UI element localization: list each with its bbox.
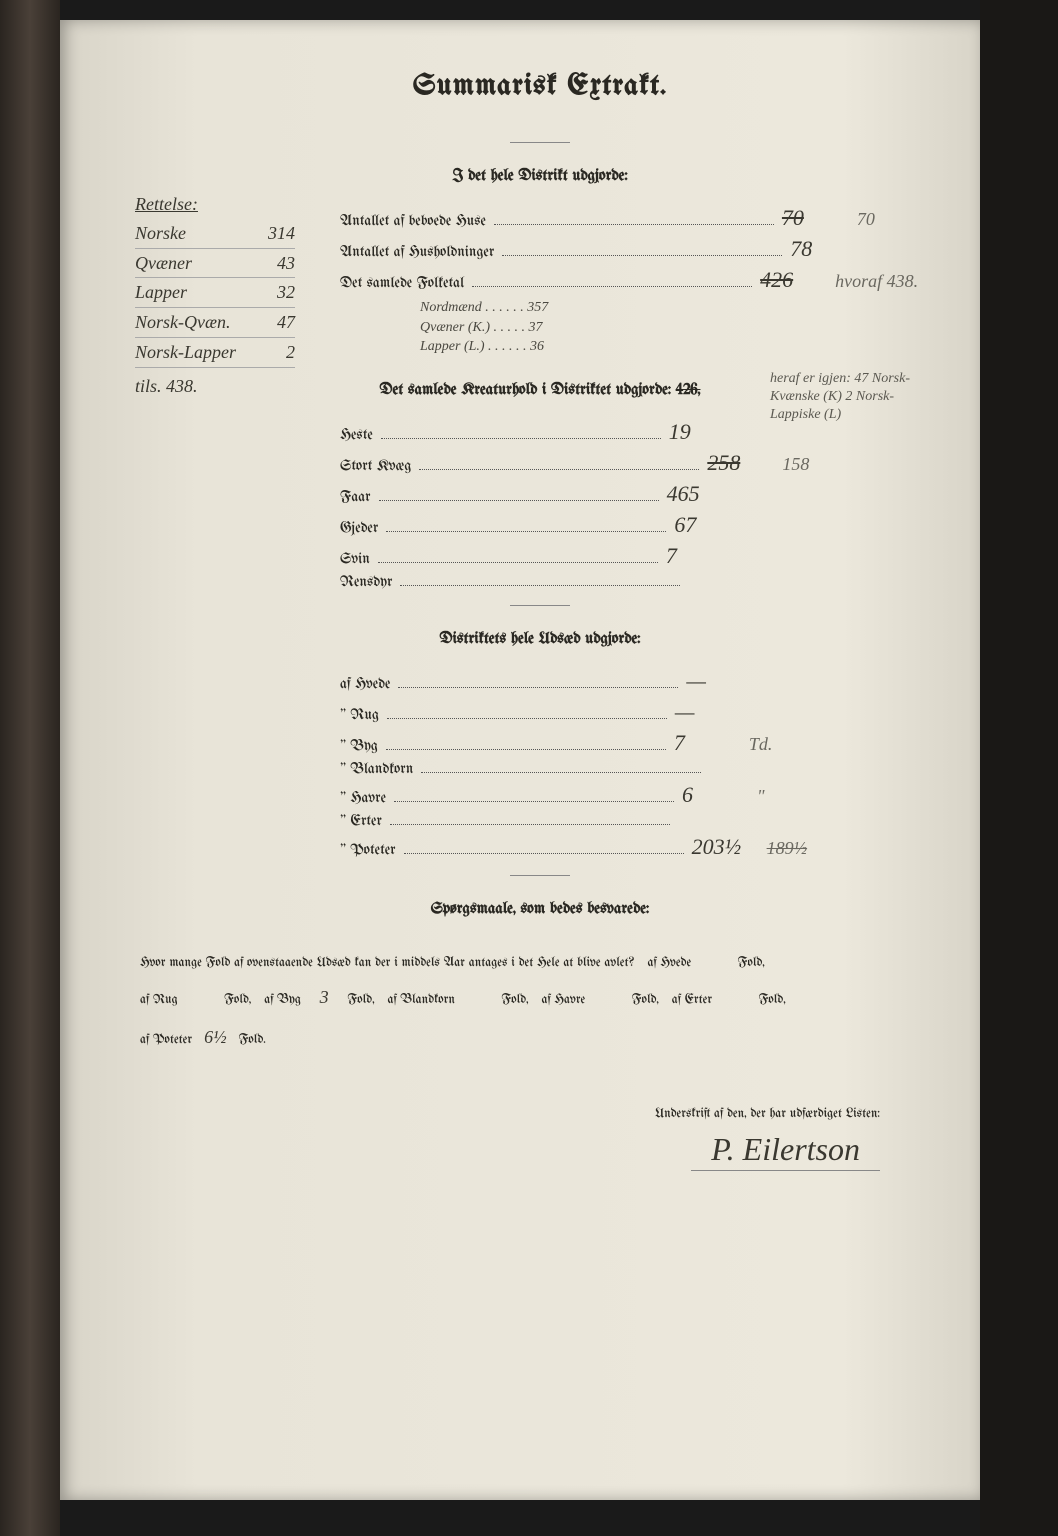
data-row: Faar465: [340, 481, 940, 507]
signature-name: P. Eilertson: [691, 1131, 880, 1171]
divider: [510, 142, 570, 143]
divider: [510, 875, 570, 876]
margin-row: Lapper32: [135, 278, 295, 308]
side-annotation: heraf er igjen: 47 Norsk-Kvænske (K) 2 N…: [770, 370, 920, 425]
data-row: Antallet af Husholdninger 78: [340, 236, 940, 262]
section4-header: Spørgsmaale, som bedes besvarede:: [140, 901, 940, 918]
margin-total: tils. 438.: [135, 372, 295, 401]
page-title: Summarisk Extrakt.: [140, 70, 940, 102]
divider: [510, 605, 570, 606]
data-row: " Rug—: [340, 699, 940, 725]
margin-heading: Rettelse:: [135, 190, 295, 219]
data-row: Svin7: [340, 543, 940, 569]
margin-row: Norsk-Lapper2: [135, 338, 295, 368]
book-binding: [0, 0, 60, 1536]
data-row: " Blandkorn: [340, 761, 940, 777]
data-row: Stort Kvæg258158: [340, 450, 940, 476]
data-row: af Hvede—: [340, 668, 940, 694]
document-page: Summarisk Extrakt. Rettelse: Norske314 Q…: [60, 20, 980, 1500]
data-row: " Erter: [340, 813, 940, 829]
section1-header: I det hele Distrikt udgjorde:: [140, 168, 940, 185]
sub-breakdown: Nordmænd . . . . . . 357 Qvæner (K.) . .…: [420, 298, 940, 357]
data-row: " Havre6": [340, 782, 940, 808]
margin-row: Norsk-Qvæn.47: [135, 308, 295, 338]
margin-correction-note: Rettelse: Norske314 Qvæner43 Lapper32 No…: [135, 190, 295, 401]
signature-block: Underskrift af den, der har udfærdiget L…: [140, 1108, 940, 1171]
data-row: " Poteter203½189½: [340, 834, 940, 860]
data-row: Det samlede Folketal 426 hvoraf 438.: [340, 267, 940, 293]
margin-row: Norske314: [135, 219, 295, 249]
data-row: Rensdyr: [340, 574, 940, 590]
margin-row: Qvæner43: [135, 249, 295, 279]
page-edge-right: [980, 0, 1058, 1536]
questions-block: Hvor mange Fold af ovenstaaende Udsæd ka…: [140, 948, 940, 1058]
data-row: Gjeder67: [340, 512, 940, 538]
question-lead: Hvor mange Fold af ovenstaaende Udsæd ka…: [140, 957, 634, 970]
data-row: " Byg7Td.: [340, 730, 940, 756]
section3-header: Distriktets hele Udsæd udgjorde:: [140, 631, 940, 648]
data-row: Antallet af beboede Huse 70 70: [340, 205, 940, 231]
signature-label: Underskrift af den, der har udfærdiget L…: [140, 1108, 880, 1121]
